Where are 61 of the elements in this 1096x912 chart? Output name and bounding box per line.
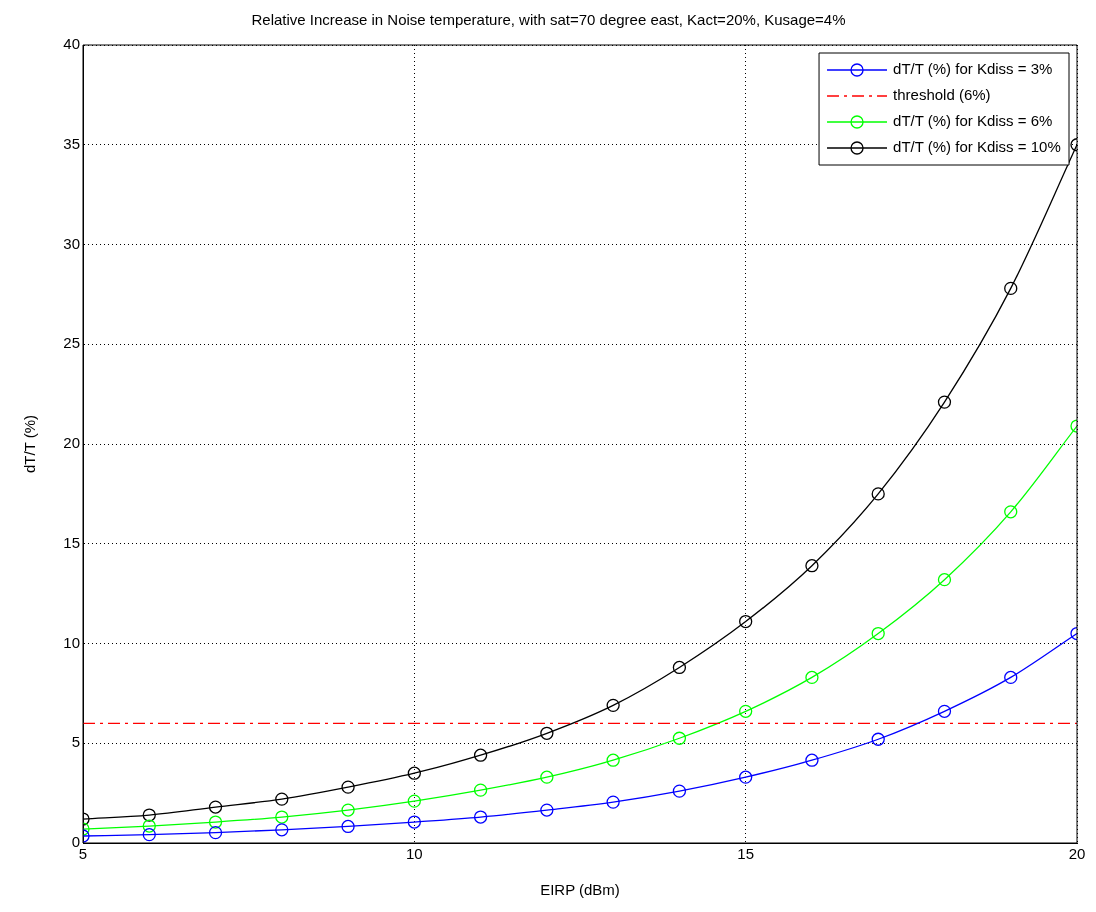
point: [871, 487, 885, 501]
point: [540, 803, 554, 817]
y-tick-label: 25: [63, 334, 80, 352]
point: [473, 748, 488, 762]
legend-label: dT/T (%) for Kdiss = 10%: [893, 138, 1061, 156]
y-tick-label: 30: [63, 234, 80, 252]
point: [1004, 670, 1018, 685]
point: [341, 819, 355, 834]
point: [142, 808, 156, 822]
y-tick-label: 5: [71, 733, 80, 751]
point: [805, 670, 819, 685]
point: [739, 614, 753, 629]
point: [739, 770, 753, 784]
legend-label: threshold (6%): [893, 86, 991, 104]
point: [739, 704, 753, 718]
point: [275, 823, 289, 837]
point: [142, 819, 156, 833]
point: [672, 784, 687, 798]
point: [341, 780, 355, 794]
point: [407, 815, 421, 829]
point: [606, 795, 620, 809]
point: [407, 794, 421, 808]
point: [540, 770, 554, 784]
y-tick-label: 35: [63, 134, 80, 152]
x-tick-label: 15: [737, 845, 755, 863]
y-tick-label: 15: [63, 533, 80, 551]
point: [208, 815, 223, 829]
x-axis-title: EIRP (dBm): [540, 881, 620, 899]
point: [1004, 505, 1018, 519]
legend-label: dT/T (%) for Kdiss = 6%: [893, 112, 1053, 130]
point: [473, 783, 488, 797]
point: [672, 731, 687, 745]
point: [672, 660, 687, 675]
y-tick-label: 10: [63, 633, 80, 651]
point: [142, 827, 156, 842]
point: [341, 803, 355, 817]
point: [275, 792, 289, 806]
point: [473, 810, 488, 824]
legend-label: dT/T (%) for Kdiss = 3%: [893, 60, 1053, 78]
point: [937, 704, 952, 718]
point: [937, 395, 952, 409]
point: [805, 753, 819, 767]
point: [871, 732, 885, 746]
point: [606, 698, 620, 712]
point: [871, 626, 885, 641]
point: [407, 766, 421, 780]
point: [805, 559, 819, 573]
y-tick-label: 0: [71, 833, 80, 851]
point: [937, 573, 952, 587]
point: [606, 753, 620, 767]
chart-title: Relative Increase in Noise temperature, with sat=70 degree east, Kact=20%, Kusage=4%: [251, 11, 846, 29]
x-tick-label: 20: [1068, 845, 1086, 863]
y-tick-label: 40: [63, 35, 80, 53]
y-axis-title: dT/T (%): [21, 414, 39, 474]
point: [208, 800, 223, 814]
point: [208, 825, 223, 840]
point: [540, 726, 554, 740]
y-tick-label: 20: [63, 434, 80, 452]
point: [275, 810, 289, 824]
point: [1004, 281, 1018, 296]
x-tick-label: 10: [405, 845, 423, 863]
